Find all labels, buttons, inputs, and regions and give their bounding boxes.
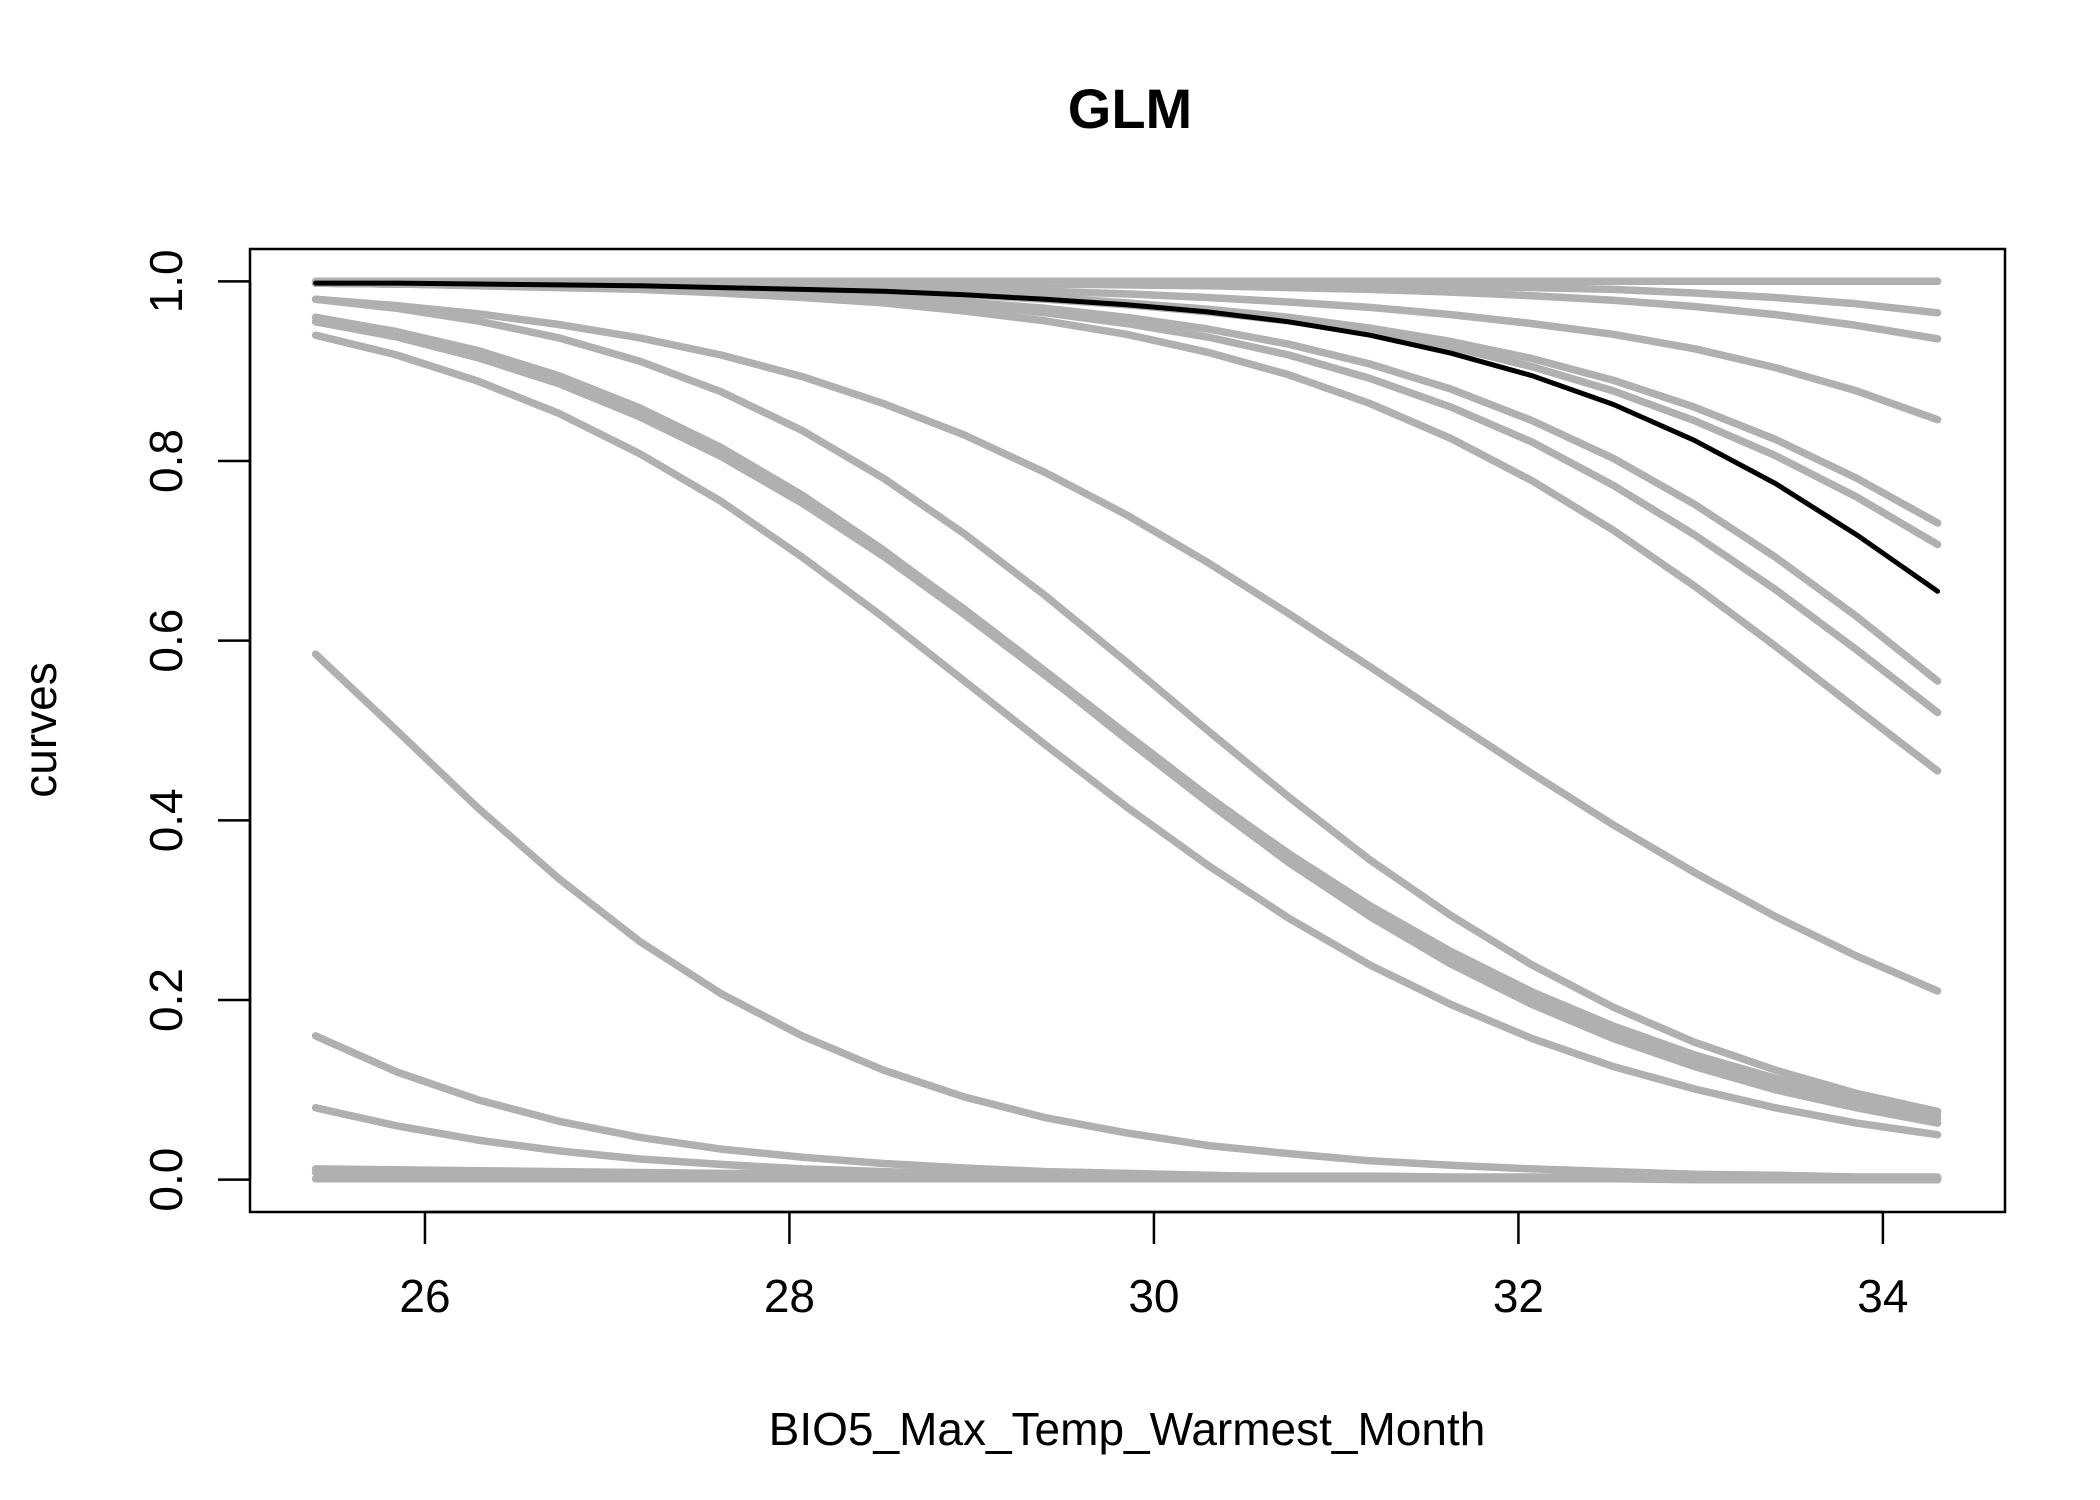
x-tick-label: 28	[764, 1270, 815, 1322]
replicate-curve-10	[311, 295, 1942, 1116]
plot-curves	[311, 277, 1942, 1184]
x-tick-label: 32	[1493, 1270, 1544, 1322]
x-axis: 26 28 30 32 34	[399, 1210, 1908, 1322]
y-axis-label: curves	[14, 662, 66, 797]
chart-title: GLM	[1068, 77, 1192, 140]
mean-curve	[313, 280, 1941, 594]
replicate-curve-6	[311, 278, 1942, 343]
y-tick-label: 0.6	[140, 609, 192, 673]
x-axis-label: BIO5_Max_Temp_Warmest_Month	[769, 1403, 1486, 1455]
x-tick-label: 34	[1857, 1270, 1908, 1322]
replicate-curve-12	[311, 313, 1942, 1123]
replicate-curve-14	[311, 331, 1942, 1139]
replicate-curve-13	[311, 318, 1942, 1118]
y-tick-label: 1.0	[140, 249, 192, 313]
y-tick-label: 0.0	[140, 1148, 192, 1212]
x-tick-label: 26	[399, 1270, 450, 1322]
y-tick-label: 0.2	[140, 968, 192, 1032]
x-tick-label: 30	[1128, 1270, 1179, 1322]
y-tick-label: 0.8	[140, 429, 192, 493]
replicate-curve-15	[311, 295, 1942, 995]
y-tick-label: 0.4	[140, 788, 192, 852]
replicate-curve-7	[311, 279, 1942, 685]
y-axis: 0.0 0.2 0.4 0.6 0.8 1.0	[140, 249, 252, 1212]
replicate-curve-9	[311, 279, 1942, 775]
